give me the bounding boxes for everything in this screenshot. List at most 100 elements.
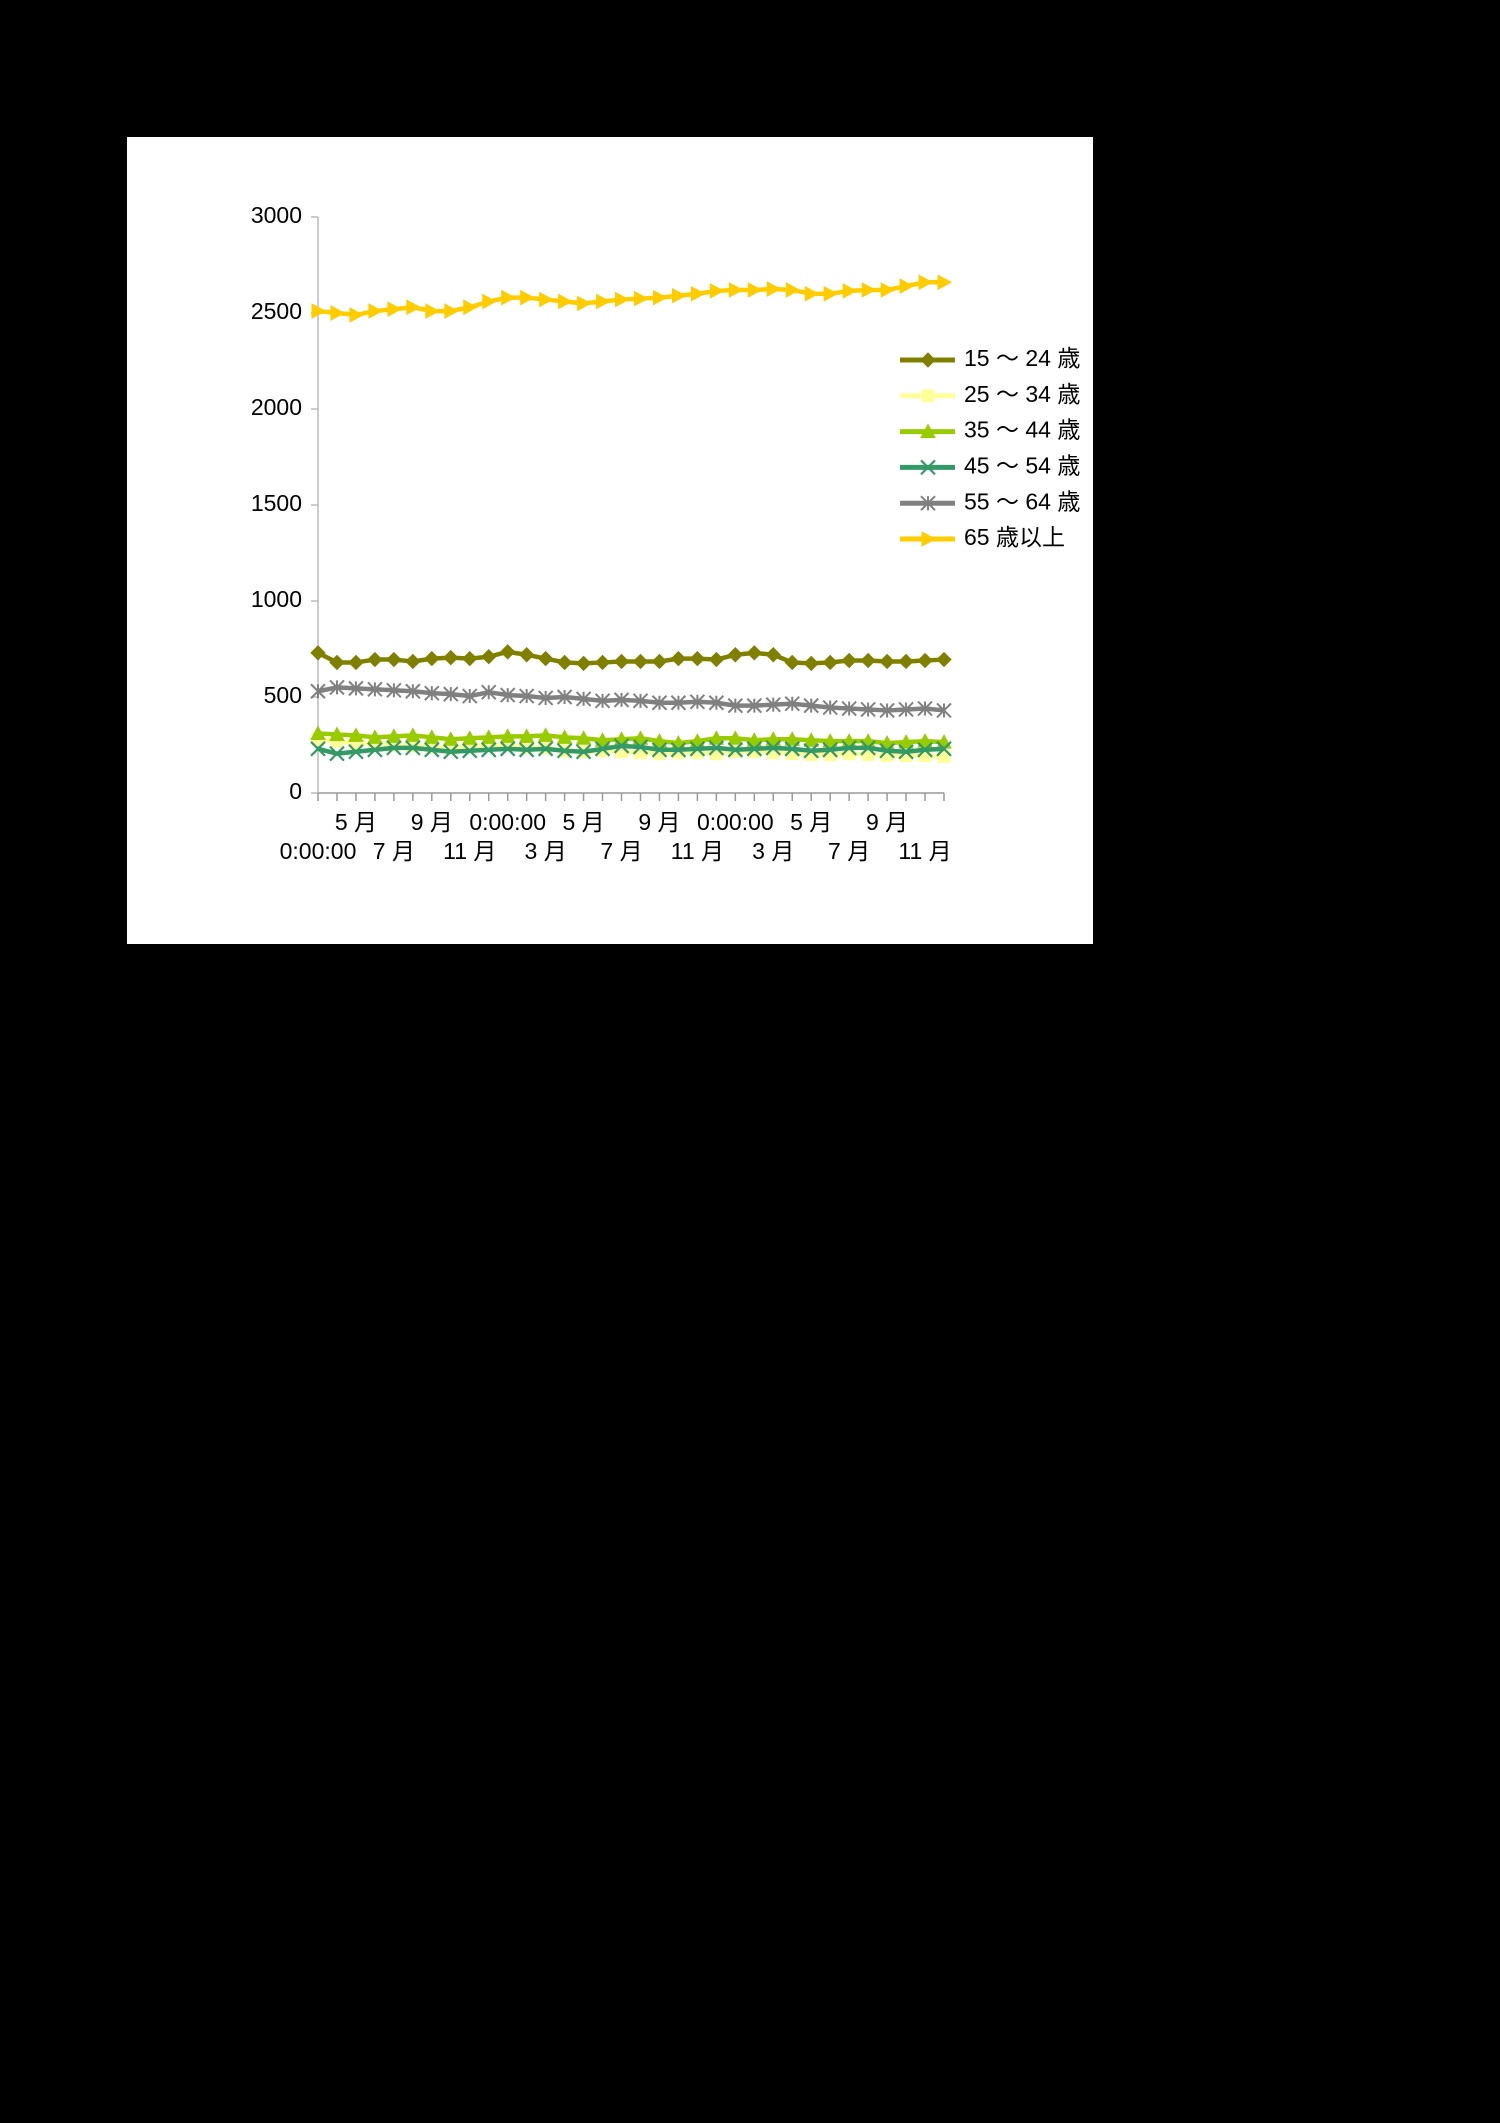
data-point (520, 289, 535, 306)
data-point (367, 742, 383, 758)
data-point (556, 742, 573, 759)
data-point (311, 303, 327, 319)
data-point (822, 742, 838, 758)
x-tick-label: 9 月 (638, 809, 680, 835)
data-point (405, 740, 421, 756)
data-point (558, 293, 573, 310)
y-tick-label: 1000 (251, 586, 302, 612)
series-line (317, 737, 945, 759)
data-point (367, 651, 383, 668)
data-point (917, 742, 933, 758)
data-point (803, 742, 819, 759)
data-point (537, 727, 554, 742)
data-point (917, 700, 933, 717)
x-tick-label: 7 月 (600, 838, 642, 864)
data-point (651, 742, 668, 758)
data-point (577, 295, 592, 312)
data-point (708, 651, 725, 668)
data-point (898, 653, 914, 670)
data-point (670, 695, 687, 711)
x-tick-label: 5 月 (335, 809, 377, 835)
data-point (423, 729, 440, 744)
data-point (575, 730, 592, 745)
data-point (632, 693, 649, 709)
data-point (880, 282, 896, 298)
data-point (708, 730, 725, 745)
data-point (613, 738, 630, 754)
data-point (310, 741, 326, 757)
data-point (329, 726, 345, 741)
series-line (317, 731, 945, 746)
data-point (556, 729, 573, 744)
y-tick-label: 1500 (251, 490, 302, 516)
data-point (727, 730, 744, 745)
data-point (481, 684, 497, 700)
data-point (936, 741, 952, 757)
x-tick-label: 7 月 (373, 838, 415, 864)
data-point (822, 654, 838, 671)
data-point (727, 742, 744, 758)
data-point (367, 729, 383, 744)
data-point (690, 285, 706, 302)
data-point (841, 740, 857, 756)
data-point (499, 687, 516, 703)
data-point (348, 680, 364, 697)
data-point (879, 742, 895, 759)
legend-label: 15 〜 24 歳 (964, 345, 1080, 371)
data-point (917, 652, 933, 669)
x-tick-label: 9 月 (411, 809, 453, 835)
data-point (348, 743, 364, 760)
data-point (765, 740, 782, 756)
data-point (709, 283, 725, 299)
data-point (785, 282, 801, 298)
data-point (708, 740, 725, 756)
data-point (462, 650, 478, 667)
data-point (461, 730, 478, 745)
data-point (670, 650, 687, 667)
data-point (462, 688, 478, 704)
legend-label: 45 〜 54 歳 (964, 452, 1080, 478)
data-point (898, 701, 914, 718)
data-point (860, 740, 876, 756)
data-point (348, 727, 364, 742)
data-point (652, 289, 668, 306)
data-point (728, 282, 744, 298)
data-point (463, 299, 478, 316)
x-tick-label: 0:00:00 (469, 809, 546, 835)
data-point (784, 741, 801, 757)
x-tick-label: 3 月 (525, 838, 567, 864)
data-point (784, 731, 801, 746)
data-point (518, 647, 535, 663)
data-point (918, 274, 934, 291)
data-point (651, 733, 668, 748)
data-point (481, 648, 497, 665)
data-point (405, 727, 421, 742)
x-tick-label: 11 月 (671, 838, 724, 864)
data-point (615, 291, 630, 308)
legend-label: 35 〜 44 歳 (964, 417, 1080, 443)
data-point (937, 274, 953, 291)
data-point (424, 742, 440, 758)
data-point (747, 282, 763, 298)
y-tick-label: 2000 (251, 394, 302, 420)
data-point (575, 655, 592, 672)
data-point (746, 732, 763, 747)
legend-marker (921, 531, 937, 547)
data-point (594, 654, 611, 671)
data-point (405, 653, 421, 670)
data-point (633, 290, 649, 307)
data-point (424, 650, 440, 667)
data-point (746, 697, 763, 714)
x-tick-label: 11 月 (443, 838, 496, 864)
data-point (556, 689, 573, 705)
data-point (746, 741, 763, 757)
data-point (556, 654, 573, 671)
data-point (368, 303, 383, 319)
data-point (330, 305, 346, 321)
data-point (499, 728, 516, 743)
legend-marker (920, 459, 936, 476)
legend-marker (920, 495, 936, 511)
data-point (879, 653, 895, 670)
data-point (480, 742, 497, 758)
